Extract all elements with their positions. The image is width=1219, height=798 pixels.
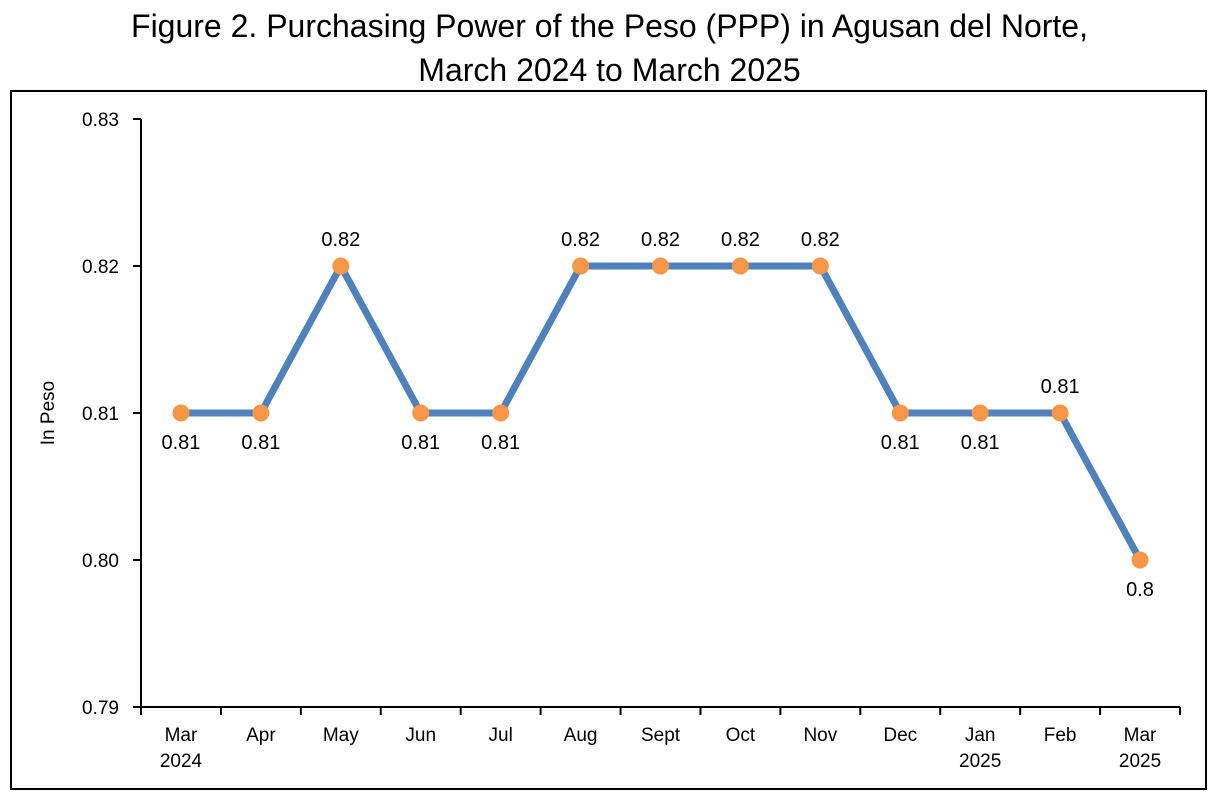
x-tick-label: Dec [883, 725, 917, 746]
data-label: 0.81 [241, 432, 280, 454]
y-tick-label: 0.83 [82, 110, 119, 131]
x-tick-label: Sept [641, 725, 681, 746]
x-tick-label: Mar 2024 [160, 725, 203, 772]
y-tick-label: 0.80 [82, 551, 119, 572]
data-point [412, 404, 430, 422]
data-point [652, 257, 669, 275]
y-tick-label: 0.82 [82, 257, 119, 278]
data-point [971, 404, 989, 422]
data-label: 0.82 [561, 229, 600, 251]
data-point [1051, 404, 1069, 422]
series-line [180, 258, 1144, 562]
data-label: 0.81 [401, 432, 440, 454]
y-axis-title: In Peso [38, 381, 59, 445]
data-label: 0.82 [801, 229, 840, 251]
x-tick-label: Mar 2025 [1119, 725, 1161, 772]
y-tick-label: 0.79 [82, 698, 119, 719]
data-label: 0.82 [321, 229, 360, 251]
data-point [811, 257, 829, 275]
chart-title: Figure 2. Purchasing Power of the Peso (… [0, 4, 1219, 92]
data-point [1131, 551, 1149, 569]
x-tick-label: Aug [564, 725, 598, 746]
y-tick-label: 0.81 [82, 404, 119, 425]
x-tick-label: Jul [489, 725, 513, 746]
data-point [492, 404, 510, 422]
chart-title-line-1: Figure 2. Purchasing Power of the Peso (… [131, 8, 1088, 44]
x-tick-label: Jun [405, 725, 436, 746]
chart-title-line-2: March 2024 to March 2025 [418, 52, 801, 88]
x-tick-label: Feb [1044, 725, 1077, 746]
data-point [731, 257, 749, 275]
data-label: 0.8 [1126, 579, 1154, 601]
data-point [172, 404, 190, 422]
data-label: 0.82 [721, 229, 760, 251]
x-tick-label: Jan 2025 [959, 725, 1001, 772]
data-label: 0.81 [881, 432, 920, 454]
chart-frame [10, 90, 1207, 790]
data-point [572, 257, 590, 275]
data-point [252, 404, 270, 422]
x-tick-label: Nov [803, 725, 837, 746]
data-point [332, 257, 350, 275]
data-label: 0.81 [961, 432, 1000, 454]
x-tick-label: Oct [726, 725, 756, 746]
x-tick-label: Apr [246, 725, 276, 746]
data-label: 0.81 [1041, 376, 1080, 398]
data-label: 0.81 [161, 432, 200, 454]
data-label: 0.82 [641, 229, 680, 251]
x-tick-label: May [323, 725, 359, 746]
data-label: 0.81 [481, 432, 520, 454]
data-point [891, 404, 909, 422]
